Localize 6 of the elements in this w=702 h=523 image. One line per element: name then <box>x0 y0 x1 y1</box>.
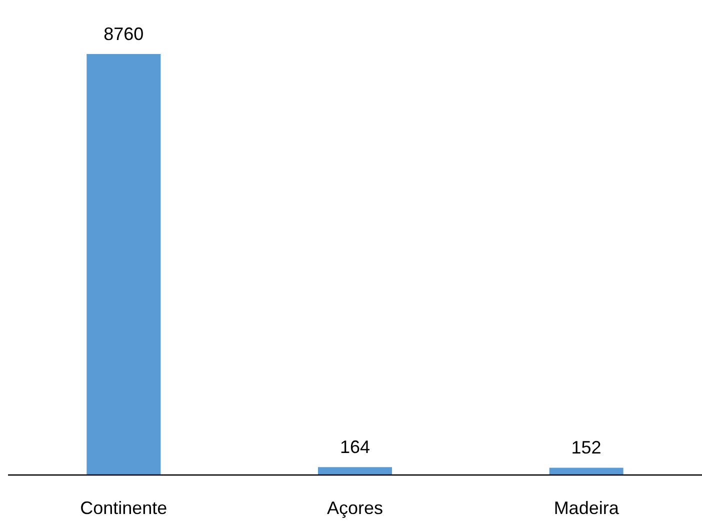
x-tick-label: Madeira <box>554 498 620 518</box>
data-label: 152 <box>571 438 602 458</box>
data-label: 8760 <box>104 24 144 44</box>
x-tick-label: Açores <box>326 498 384 518</box>
data-label: 164 <box>340 437 370 458</box>
x-tick-label: Continente <box>80 498 168 518</box>
